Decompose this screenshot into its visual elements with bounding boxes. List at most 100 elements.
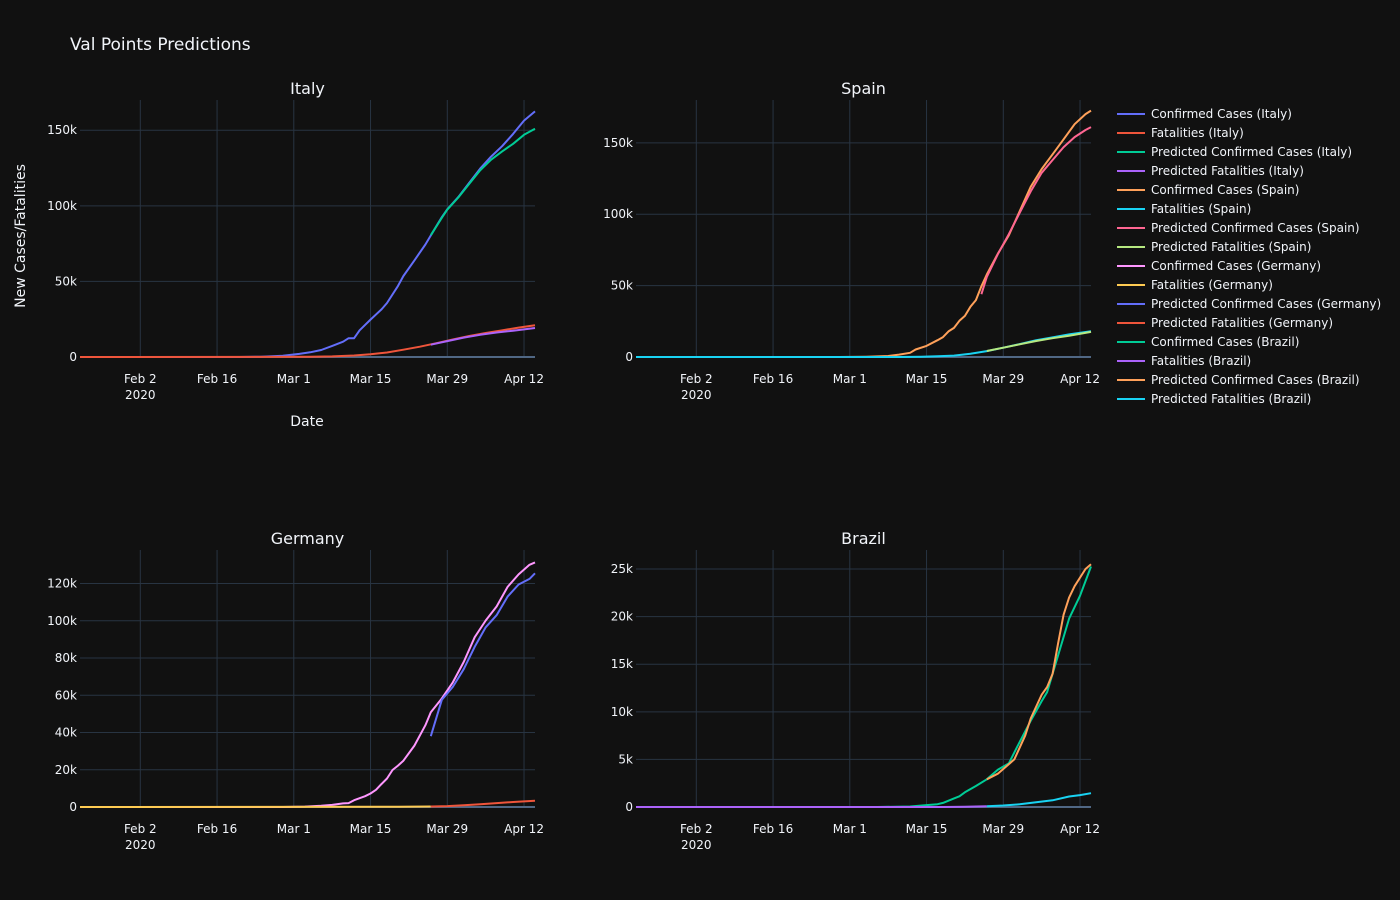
subplot-title: Italy xyxy=(290,79,325,98)
x-tick-label: Apr 12 xyxy=(1060,372,1100,386)
legend-item[interactable]: Predicted Fatalities (Spain) xyxy=(1117,240,1311,254)
legend-label: Predicted Fatalities (Germany) xyxy=(1151,316,1333,330)
series-line xyxy=(986,330,1092,352)
subplot-title: Brazil xyxy=(841,529,886,548)
y-tick-label: 40k xyxy=(55,726,77,740)
y-tick-label: 20k xyxy=(55,763,77,777)
x-tick-label: Apr 12 xyxy=(1060,822,1100,836)
series-line xyxy=(636,805,987,808)
y-tick-label: 100k xyxy=(47,199,77,213)
series-line xyxy=(79,805,431,808)
series-line xyxy=(986,563,1092,781)
y-tick-label: 0 xyxy=(625,800,633,814)
legend-item[interactable]: Fatalities (Germany) xyxy=(1117,278,1273,292)
legend-item[interactable]: Confirmed Cases (Germany) xyxy=(1117,259,1321,273)
y-tick-label: 80k xyxy=(55,651,77,665)
legend-label: Fatalities (Italy) xyxy=(1151,126,1244,140)
legend-item[interactable]: Predicted Confirmed Cases (Germany) xyxy=(1117,297,1381,311)
legend-label: Fatalities (Brazil) xyxy=(1151,354,1251,368)
x-tick-label: Feb 16 xyxy=(197,822,237,836)
series-line xyxy=(79,324,536,358)
x-tick-label: Mar 29 xyxy=(426,372,468,386)
x-tick-label: Mar 1 xyxy=(833,372,867,386)
legend-label: Predicted Fatalities (Italy) xyxy=(1151,164,1304,178)
series-line xyxy=(980,126,1092,295)
y-tick-label: 150k xyxy=(47,123,77,137)
subplot-title: Spain xyxy=(841,79,886,98)
legend-item[interactable]: Fatalities (Italy) xyxy=(1117,126,1244,140)
series-line xyxy=(80,561,536,808)
x-tick-year-label: 2020 xyxy=(681,838,712,852)
y-axis-title: New Cases/Fatalities xyxy=(13,164,29,308)
y-tick-label: 50k xyxy=(55,274,77,288)
y-tick-label: 120k xyxy=(47,577,77,591)
x-tick-label: Feb 16 xyxy=(197,372,237,386)
series-line xyxy=(80,110,536,358)
y-tick-label: 10k xyxy=(611,705,633,719)
legend-label: Confirmed Cases (Brazil) xyxy=(1151,335,1299,349)
series-line xyxy=(986,792,1092,808)
legend-item[interactable]: Fatalities (Spain) xyxy=(1117,202,1251,216)
series-line xyxy=(636,566,1092,808)
legend-item[interactable]: Predicted Confirmed Cases (Italy) xyxy=(1117,145,1352,159)
subplot-spain: Feb 2 2020 Feb 16 Mar 1 Mar 15 Mar 29 Apr 12 0 5… xyxy=(603,79,1100,402)
legend-label: Predicted Confirmed Cases (Brazil) xyxy=(1151,373,1360,387)
legend-label: Fatalities (Spain) xyxy=(1151,202,1251,216)
x-tick-label: Mar 15 xyxy=(906,372,948,386)
y-tick-label: 150k xyxy=(603,136,633,150)
legend[interactable]: Confirmed Cases (Italy) Fatalities (Italy… xyxy=(1117,107,1381,406)
subplot-italy: Feb 2 2020 Feb 16 Mar 1 Mar 15 Mar 29 Apr 12 0 5… xyxy=(47,79,544,402)
x-tick-label: Feb 2 xyxy=(680,822,713,836)
y-tick-label: 20k xyxy=(611,610,633,624)
y-tick-label: 15k xyxy=(611,657,633,671)
x-tick-label: Apr 12 xyxy=(504,822,544,836)
legend-label: Predicted Fatalities (Brazil) xyxy=(1151,392,1311,406)
legend-item[interactable]: Confirmed Cases (Italy) xyxy=(1117,107,1292,121)
x-tick-year-label: 2020 xyxy=(125,388,156,402)
x-tick-label: Mar 15 xyxy=(906,822,948,836)
legend-label: Predicted Confirmed Cases (Germany) xyxy=(1151,297,1381,311)
x-tick-label: Mar 1 xyxy=(277,372,311,386)
x-tick-label: Feb 2 xyxy=(680,372,713,386)
y-tick-label: 5k xyxy=(618,752,633,766)
legend-item[interactable]: Predicted Confirmed Cases (Spain) xyxy=(1117,221,1360,235)
legend-label: Fatalities (Germany) xyxy=(1151,278,1273,292)
legend-item[interactable]: Confirmed Cases (Spain) xyxy=(1117,183,1299,197)
legend-item[interactable]: Fatalities (Brazil) xyxy=(1117,354,1251,368)
x-tick-label: Feb 16 xyxy=(753,822,793,836)
x-tick-year-label: 2020 xyxy=(125,838,156,852)
y-tick-label: 0 xyxy=(69,800,77,814)
legend-item[interactable]: Confirmed Cases (Brazil) xyxy=(1117,335,1299,349)
series-line xyxy=(430,327,536,346)
x-tick-label: Mar 15 xyxy=(350,822,392,836)
x-tick-label: Mar 15 xyxy=(350,372,392,386)
x-tick-label: Feb 2 xyxy=(124,822,157,836)
legend-label: Predicted Fatalities (Spain) xyxy=(1151,240,1311,254)
legend-label: Confirmed Cases (Italy) xyxy=(1151,107,1292,121)
y-tick-label: 0 xyxy=(625,350,633,364)
subplot-germany: Feb 2 2020 Feb 16 Mar 1 Mar 15 Mar 29 Apr 12 0 2… xyxy=(47,529,544,852)
legend-item[interactable]: Predicted Fatalities (Italy) xyxy=(1117,164,1304,178)
y-tick-label: 25k xyxy=(611,562,633,576)
legend-label: Predicted Confirmed Cases (Spain) xyxy=(1151,221,1360,235)
y-tick-label: 0 xyxy=(69,350,77,364)
subplot-title: Germany xyxy=(271,529,345,548)
y-tick-label: 60k xyxy=(55,688,77,702)
subplots: Feb 2 2020 Feb 16 Mar 1 Mar 15 Mar 29 Apr 12 0 5… xyxy=(47,79,1100,852)
y-tick-label: 100k xyxy=(603,207,633,221)
series-line xyxy=(429,127,536,236)
series-line xyxy=(430,799,536,808)
legend-label: Predicted Confirmed Cases (Italy) xyxy=(1151,145,1352,159)
series-line xyxy=(429,572,536,737)
subplot-brazil: Feb 2 2020 Feb 16 Mar 1 Mar 15 Mar 29 Apr 12 0 5… xyxy=(611,529,1100,852)
x-tick-label: Mar 29 xyxy=(982,372,1024,386)
legend-item[interactable]: Predicted Fatalities (Germany) xyxy=(1117,316,1333,330)
series-line xyxy=(636,109,1092,358)
legend-item[interactable]: Predicted Fatalities (Brazil) xyxy=(1117,392,1311,406)
x-tick-label: Mar 29 xyxy=(982,822,1024,836)
legend-item[interactable]: Predicted Confirmed Cases (Brazil) xyxy=(1117,373,1360,387)
x-tick-label: Feb 2 xyxy=(124,372,157,386)
x-tick-label: Feb 16 xyxy=(753,372,793,386)
x-tick-year-label: 2020 xyxy=(681,388,712,402)
